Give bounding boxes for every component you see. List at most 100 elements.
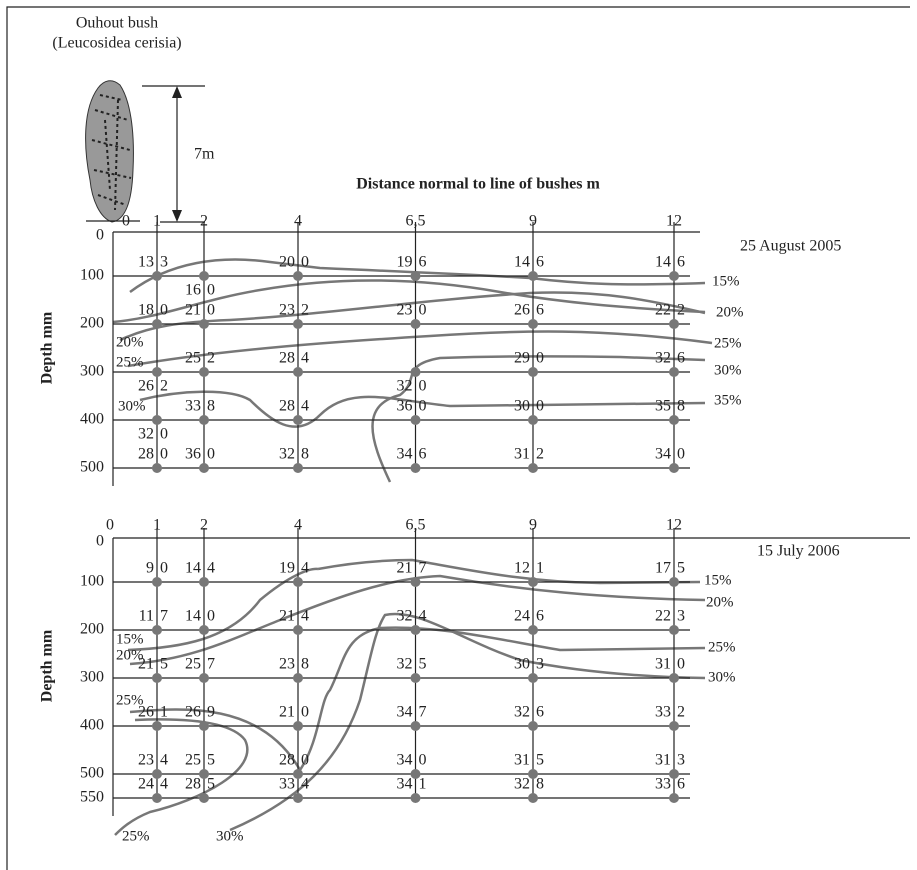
sample-point — [293, 463, 303, 473]
reading-whole: 32 — [279, 446, 295, 463]
sample-point — [669, 721, 679, 731]
sample-point — [528, 319, 538, 329]
reading-decimal: 5 — [419, 656, 427, 673]
y-tick-label: 500 — [80, 765, 104, 782]
reading-whole: 34 — [397, 704, 413, 721]
sample-point — [528, 673, 538, 683]
reading-decimal: 6 — [536, 254, 544, 271]
sample-point — [528, 463, 538, 473]
contour-label: 25% — [116, 354, 144, 370]
reading-whole: 9 — [146, 560, 154, 577]
reading-decimal: 2 — [677, 704, 685, 721]
sample-point — [199, 673, 209, 683]
x-tick-label: 2 — [200, 517, 208, 534]
sample-point — [199, 319, 209, 329]
reading-decimal: 0 — [419, 752, 427, 769]
height-arrow — [142, 85, 205, 223]
y-tick-label: 400 — [80, 411, 104, 428]
reading-decimal: 4 — [160, 776, 168, 793]
reading-decimal: 3 — [160, 254, 168, 271]
reading-decimal: 4 — [301, 350, 309, 367]
x-tick-label: 2 — [200, 213, 208, 230]
date: 25 August 2005 — [740, 238, 841, 255]
sample-point — [293, 625, 303, 635]
sample-point — [669, 271, 679, 281]
sample-point — [528, 625, 538, 635]
y-tick-label: 0 — [96, 227, 104, 244]
reading-decimal: 8 — [301, 446, 309, 463]
reading-decimal: 4 — [301, 560, 309, 577]
sample-point — [199, 415, 209, 425]
contour-label: 20% — [116, 334, 144, 350]
reading-decimal: 4 — [419, 608, 427, 625]
contour-label: 35% — [714, 392, 742, 408]
reading-decimal: 5 — [207, 752, 215, 769]
sample-point — [152, 415, 162, 425]
y-axis-title: Depth mm — [39, 311, 56, 384]
reading-decimal: 2 — [207, 350, 215, 367]
sample-point — [410, 271, 421, 281]
reading-decimal: 8 — [207, 398, 215, 415]
reading-decimal: 0 — [160, 446, 168, 463]
axis — [112, 231, 700, 486]
y-tick-label: 300 — [80, 363, 104, 380]
sample-point — [669, 577, 679, 587]
plant-name: Ouhout bush — [76, 15, 158, 32]
sample-point — [293, 577, 303, 587]
reading-decimal: 4 — [301, 398, 309, 415]
sample-point — [528, 721, 538, 731]
sample-point — [410, 793, 421, 803]
reading-whole: 14 — [655, 254, 671, 271]
reading-decimal: 4 — [160, 752, 168, 769]
sample-point — [293, 793, 303, 803]
reading-decimal: 3 — [536, 656, 544, 673]
sample-point — [410, 463, 421, 473]
contour-label: 30% — [714, 362, 742, 378]
contour-label: 20% — [716, 304, 744, 320]
sample-point — [669, 673, 679, 683]
reading-decimal: 0 — [419, 398, 427, 415]
reading-whole: 32 — [397, 378, 413, 395]
reading-whole: 25 — [185, 752, 201, 769]
reading-whole: 23 — [397, 302, 413, 319]
reading-decimal: 6 — [536, 302, 544, 319]
sample-point — [669, 463, 679, 473]
x-axis-title: Distance normal to line of bushes m — [356, 176, 600, 193]
reading-decimal: 1 — [160, 704, 168, 721]
reading-whole: 30 — [514, 656, 530, 673]
species-name: (Leucosidea cerisia) — [52, 35, 181, 52]
reading-decimal: 6 — [677, 776, 685, 793]
reading-decimal: 6 — [677, 254, 685, 271]
reading-decimal: 6 — [419, 446, 427, 463]
reading-whole: 19 — [397, 254, 413, 271]
reading-decimal: 0 — [536, 398, 544, 415]
x-tick-label: 12 — [666, 517, 682, 534]
sample-point — [410, 367, 421, 377]
reading-whole: 32 — [397, 656, 413, 673]
contour-label: 15% — [704, 572, 732, 588]
reading-whole: 28 — [138, 446, 154, 463]
reading-whole: 28 — [279, 752, 295, 769]
sample-point — [152, 673, 162, 683]
reading-whole: 21 — [279, 704, 295, 721]
reading-whole: 32 — [397, 608, 413, 625]
reading-whole: 22 — [655, 302, 671, 319]
reading-whole: 32 — [514, 776, 530, 793]
reading-whole: 28 — [279, 398, 295, 415]
x-tick-label: 0 — [122, 213, 130, 230]
reading-decimal: 8 — [677, 398, 685, 415]
reading-decimal: 0 — [677, 656, 685, 673]
x-tick-label: 4 — [294, 517, 302, 534]
sample-point — [528, 367, 538, 377]
reading-decimal: 5 — [160, 656, 168, 673]
reading-decimal: 2 — [677, 302, 685, 319]
sample-point — [199, 625, 209, 635]
sample-point — [152, 319, 162, 329]
reading-whole: 33 — [185, 398, 201, 415]
reading-decimal: 1 — [419, 776, 427, 793]
contour-label: 25% — [714, 335, 742, 351]
reading-whole: 21 — [279, 608, 295, 625]
sample-point — [293, 319, 303, 329]
contour-label: 25% — [708, 639, 736, 655]
reading-decimal: 6 — [536, 704, 544, 721]
